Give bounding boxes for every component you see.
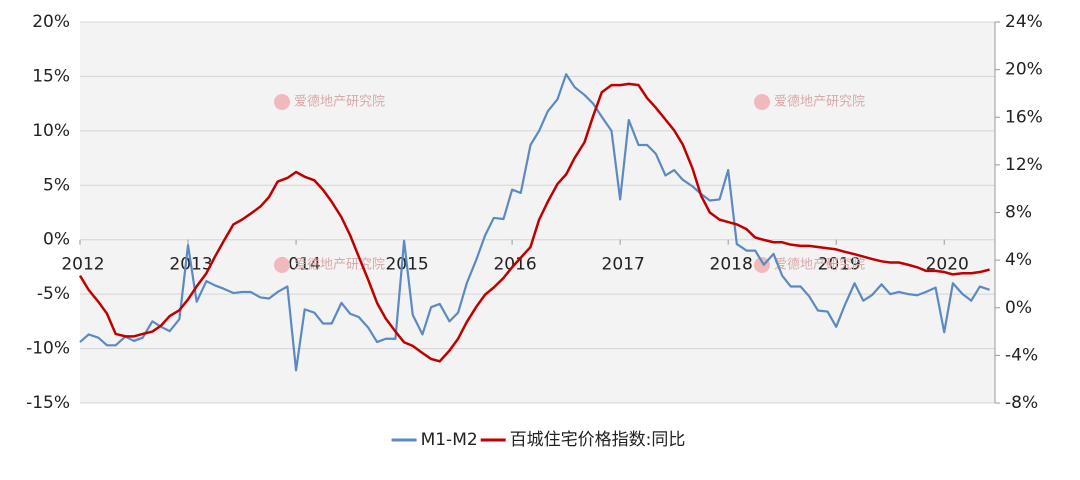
y2-tick-label: 16%: [1005, 107, 1043, 127]
series-line: [79, 73, 990, 372]
y2-tick-label: 4%: [1005, 250, 1032, 270]
watermark: 爱德地产研究院: [294, 258, 385, 273]
watermark-logo: [754, 94, 770, 110]
watermark-logo: [274, 94, 290, 110]
watermark: 爱德地产研究院: [774, 95, 865, 110]
y-tick-label: 15%: [32, 66, 70, 86]
y2-tick-label: -8%: [1005, 393, 1038, 413]
y2-tick-label: -4%: [1005, 345, 1038, 365]
series-line: [78, 82, 990, 363]
x-tick-label: 2017: [602, 255, 645, 275]
x-tick-label: 2012: [61, 255, 104, 275]
y-tick-label: -5%: [37, 284, 70, 304]
y2-tick-label: 0%: [1005, 298, 1032, 318]
legend-label: 百城住宅价格指数:同比: [510, 430, 686, 450]
x-tick-label: 2019: [818, 255, 861, 275]
y2-tick-label: 8%: [1005, 203, 1032, 223]
watermark: 爱德地产研究院: [294, 95, 385, 110]
y-tick-label: 20%: [32, 12, 70, 32]
y-tick-label: 0%: [43, 230, 70, 250]
y-tick-label: -10%: [26, 339, 70, 359]
y2-tick-label: 20%: [1005, 60, 1043, 80]
watermark-logo: [274, 257, 290, 273]
y-tick-label: 10%: [32, 121, 70, 141]
y2-tick-label: 24%: [1005, 12, 1043, 32]
x-tick-label: 2018: [710, 255, 753, 275]
y-tick-label: 5%: [43, 175, 70, 195]
y2-tick-label: 12%: [1005, 155, 1043, 175]
y-tick-label: -15%: [26, 393, 70, 413]
legend-label: M1-M2: [421, 430, 478, 450]
watermark: 爱德地产研究院: [774, 258, 865, 273]
plot-area: [80, 22, 995, 403]
